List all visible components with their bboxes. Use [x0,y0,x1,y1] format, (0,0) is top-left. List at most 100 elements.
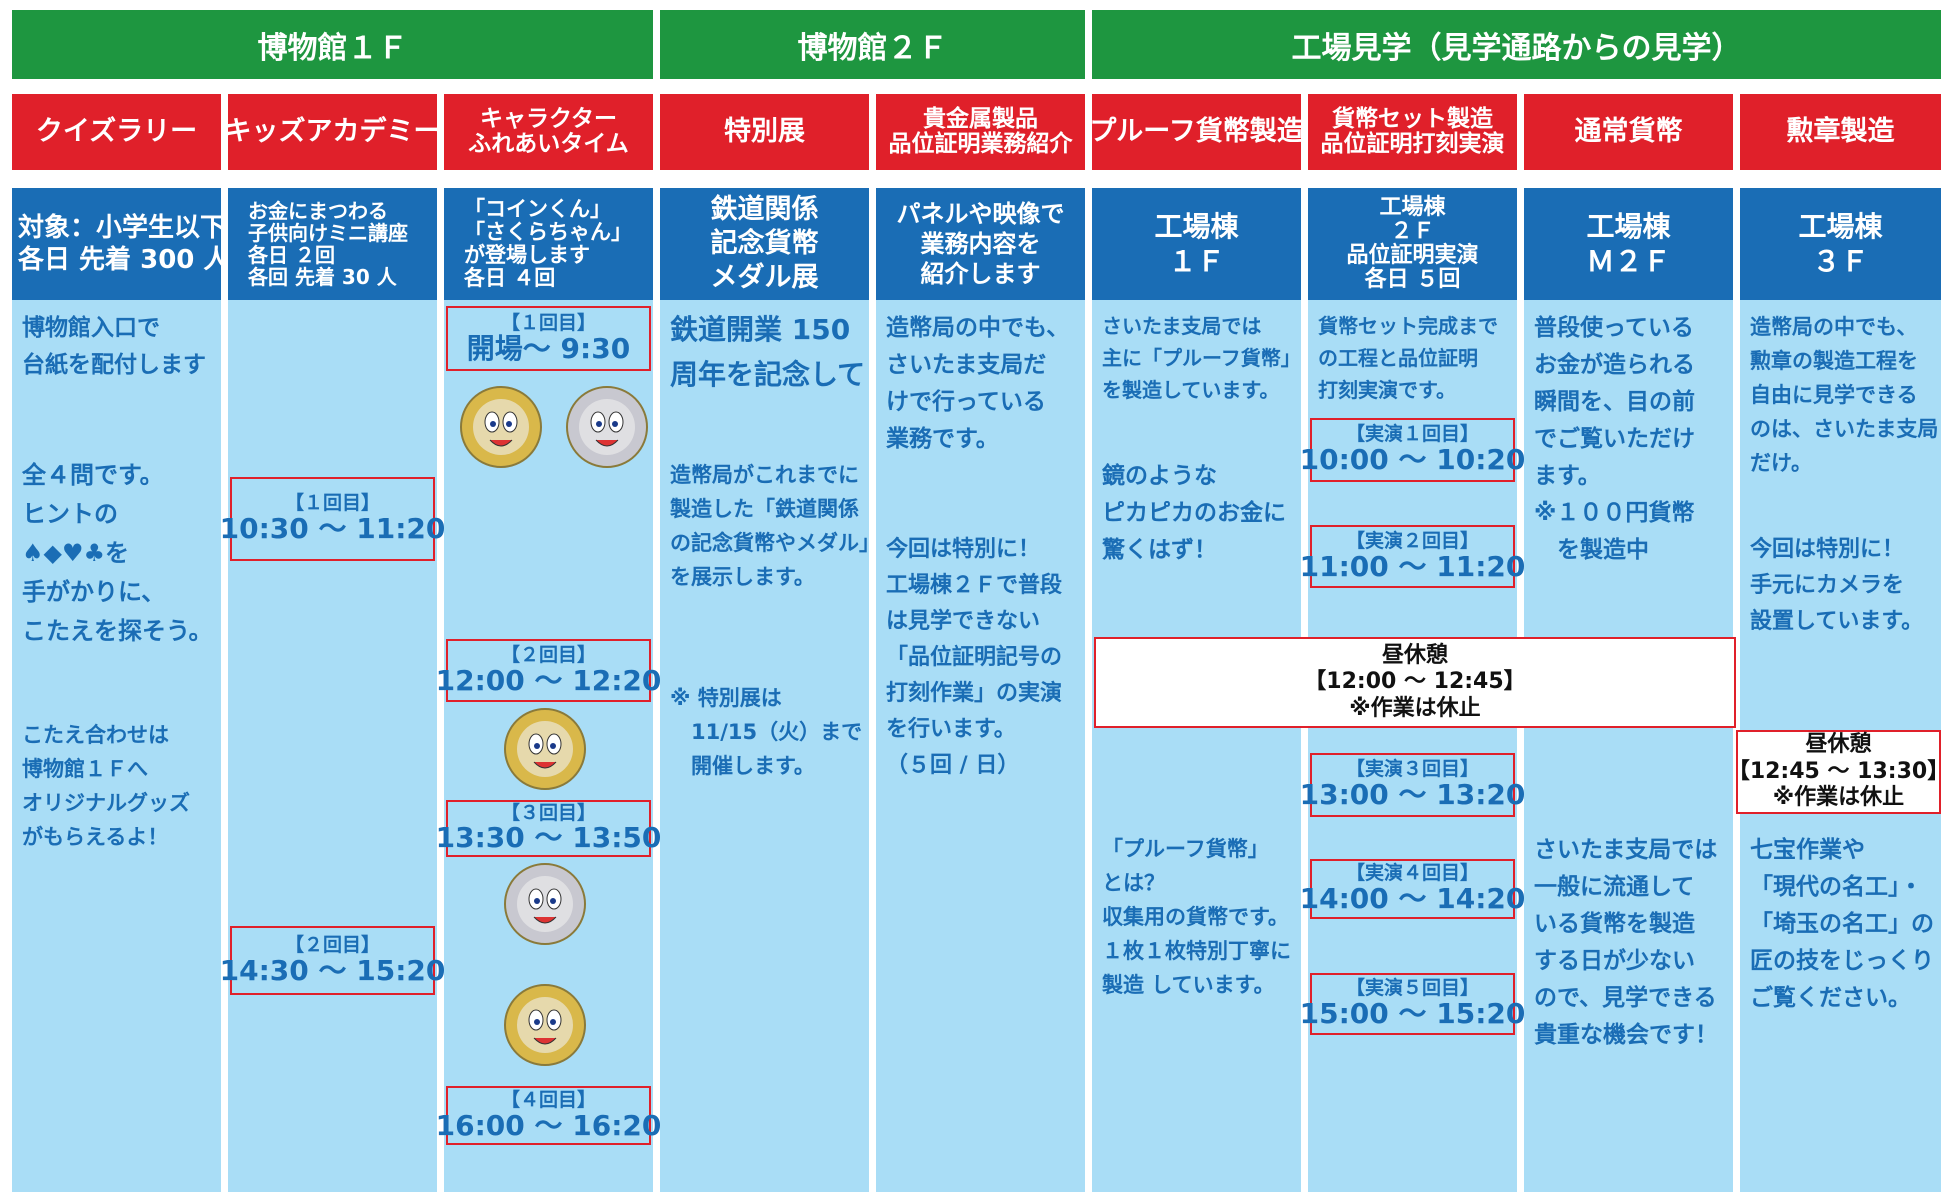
column-title: 貨幣セット製造 品位証明打刻実演 [1308,94,1517,170]
coin-character [503,707,586,790]
column-info: 対象：小学生以下 各日 先着 300 人 [12,188,229,300]
column-info: パネルや映像で 業務内容を 紹介します [876,188,1085,300]
text-line: を製造中 [1534,536,1649,563]
column-title: プルーフ貨幣製造 [1089,94,1304,170]
info-line: パネルや映像で [896,200,1065,228]
text-line: だけ。 [1750,450,1812,475]
text-block: 博物館入口で 台紙を配付します [22,310,206,384]
lunch-note: ※作業は休止 [1349,695,1481,721]
lunch-time: 【12:45 ～ 13:30】 [1727,758,1941,784]
text-line: を展示します。 [670,565,815,590]
text-line: ※１００円貨幣 [1534,499,1695,526]
slot-time: 開場～ 9:30 [466,331,631,365]
info-line: 各日 ５回 [1364,267,1461,293]
text-line: 匠の技をじっくり [1750,947,1934,974]
text-line: 周年を記念して [670,358,866,392]
info-line: 工場棟 [1586,210,1671,243]
text-block: 今回は特別に！ 工場棟２Ｆで普段 は見学できない 「品位証明記号の 打刻作業」の実演 を行… [886,532,1062,784]
slot-time: 12:00 ～ 12:20 [435,663,662,697]
text-line: とは？ [1102,870,1165,895]
text-block: さいたま支局では主に「プルーフ貨幣」 を製造しています。 [1102,310,1301,406]
lunch-break: 昼休憩 【12:45 ～ 13:30】 ※作業は休止 [1728,730,1941,814]
lunch-time: 【12:00 ～ 12:45】 [1304,669,1526,695]
time-slot: 【実演５回目】 15:00 ～ 15:20 [1300,973,1525,1035]
info-line: 工場棟 [1798,210,1883,243]
time-slot: 【１回目】 10:30 ～ 11:20 [220,476,445,561]
info-line: 各日 先着 300 人 [18,245,230,275]
title-line: クイズラリー [35,116,198,148]
text-block: 普段使っている お金が造られる 瞬間を、目の前 でご覧いただけ ます。 ※１００円貨幣 を… [1534,310,1695,569]
text-line: 工場棟２Ｆで普段 [886,573,1063,599]
text-block: 全４問です。 ヒントの ♠◆♥♣を 手がかりに、 こたえを探そう。 [22,456,213,651]
slot-label: 【実演４回目】 [1345,862,1479,885]
slot-label: 【２回目】 [284,934,380,956]
info-line: 工場棟 [1154,210,1239,243]
info-line: １Ｆ [1168,245,1225,278]
text-line: でご覧いただけ [1534,425,1695,452]
info-line: 対象：小学生以下 [18,212,227,243]
text-line: ♠◆♥♣を [22,538,130,567]
text-line: さいたま支局では [1102,313,1262,338]
group-header: 博物館１Ｆ [12,10,653,79]
text-line: 造幣局の中でも、 [1750,314,1918,339]
lunch-break: 昼休憩 【12:00 ～ 12:45】 ※作業は休止 [1094,637,1736,728]
text-block: 鏡のような ピカピカのお金に 驚くはず！ [1102,458,1286,569]
text-line: 手がかりに、 [22,577,166,606]
column-info: 工場棟 ２Ｆ 品位証明実演 各日 ５回 [1308,188,1517,300]
text-block: 貨幣セット完成まで の工程と品位証明 打刻実演です。 [1318,310,1498,406]
text-line: は見学できない [886,609,1041,635]
text-line: 「現代の名工」・ [1750,873,1923,900]
info-line: 工場棟 [1379,194,1446,220]
slot-time: 15:00 ～ 15:20 [1299,997,1526,1031]
lunch-title: 昼休憩 [1381,642,1448,668]
text-line: いる貨幣を製造 [1534,910,1695,937]
info-line: ２Ｆ [1390,218,1435,244]
text-line: を製造しています。 [1102,377,1280,402]
coin-character [565,386,648,469]
text-line: ヒントの [22,499,118,528]
lunch-title: 昼休憩 [1805,732,1872,758]
slot-time: 10:00 ～ 10:20 [1299,443,1526,477]
info-line: Ｍ２Ｆ [1586,245,1671,278]
column-info: 「コインくん」 「さくらちゃん」 が登場します 各日 ４回 [444,188,653,300]
text-block: さいたま支局では 一般に流通して いる貨幣を製造 する日が少ない ので、見学できる 貴重な… [1534,832,1718,1054]
title-line: 勲章製造 [1786,116,1895,148]
column-title: キャラクター ふれあいタイム [444,94,653,170]
slot-label: 【実演２回目】 [1345,529,1479,552]
column-info: お金にまつわる 子供向けミニ講座 各日 ２回 各回 先着 30 人 [228,188,437,300]
text-line: 鏡のような [1102,463,1217,490]
time-slot: 【実演４回目】 14:00 ～ 14:20 [1300,859,1525,919]
text-line: 11/15（火）まで [670,719,863,744]
info-line: 記念貨幣 [710,228,819,260]
time-slot: 【４回目】 16:00 ～ 16:20 [436,1085,661,1146]
text-line: 自由に見学できる [1750,382,1918,407]
text-line: 打刻実演です。 [1318,377,1456,402]
title-line: 通常貨幣 [1574,116,1683,148]
text-line: 主に「プルーフ貨幣」 [1102,345,1301,370]
title-line: 特別展 [724,116,805,148]
text-line: 手元にカメラを [1750,573,1905,599]
group-header: 工場見学（見学通路からの見学） [1092,10,1941,79]
slot-label: 【４回目】 [500,1088,596,1111]
text-line: 全４問です。 [22,460,164,489]
info-line: 「コインくん」 [464,196,611,221]
column-title: 特別展 [660,94,869,170]
group-header: 博物館２Ｆ [660,10,1085,79]
column-title: 貴金属製品 品位証明業務紹介 [876,94,1085,170]
coin-character [460,386,543,469]
text-line: ピカピカのお金に [1102,500,1286,527]
text-line: 「品位証明記号の [886,645,1063,671]
slot-label: 【実演３回目】 [1345,758,1479,781]
text-block: 今回は特別に！ 手元にカメラを 設置しています。 [1750,532,1923,640]
text-line: 「プルーフ貨幣」 [1102,836,1269,861]
slot-label: 【実演５回目】 [1345,977,1479,1000]
text-line: 博物館１Ｆへ [22,757,148,782]
column-body [1740,188,1941,1192]
coin-character [503,984,586,1067]
slot-time: 11:00 ～ 11:20 [1299,549,1526,583]
column-title: クイズラリー [12,94,221,170]
text-line: 七宝作業や [1750,836,1865,863]
title-line: キッズアカデミー [224,116,441,148]
text-line: けで行っている [886,388,1046,415]
text-line: （５回 / 日） [886,753,1020,779]
